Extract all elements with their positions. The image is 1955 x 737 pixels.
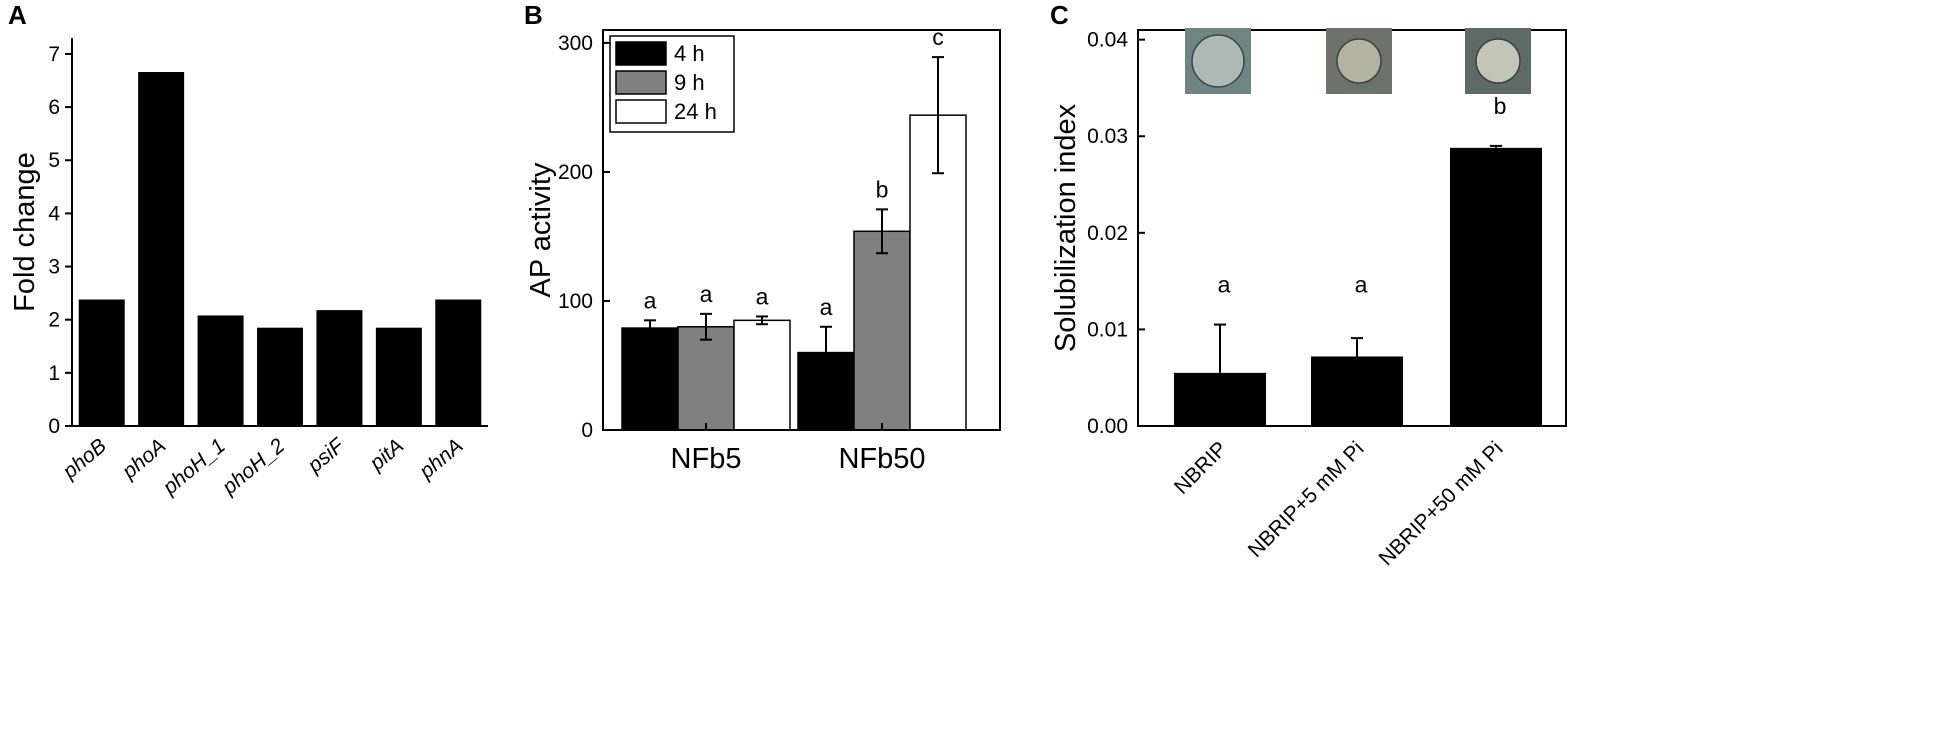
plate-colony-halo (1475, 38, 1521, 84)
y-tick-label: 0.04 (1087, 29, 1128, 52)
y-tick-label: 200 (558, 161, 593, 184)
y-tick-label: 0.03 (1087, 125, 1128, 148)
y-tick-label: 0.01 (1087, 318, 1128, 341)
bar-psiF (316, 310, 363, 426)
x-tick-label: phoH_2 (217, 434, 289, 500)
x-tick-label: NBRIP (1170, 437, 1232, 499)
y-tick-label: 0 (48, 415, 60, 438)
y-tick-label: 300 (558, 32, 593, 55)
y-tick-label: 7 (48, 43, 60, 66)
plate-colony-halo (1191, 34, 1245, 88)
significance-letter: c (932, 24, 944, 50)
plot-frame (602, 29, 1001, 431)
y-tick-label: 6 (48, 96, 60, 119)
x-tick-label: NBRIP+50 mM Pi (1375, 437, 1508, 570)
bar-NBRIP50mMPi (1450, 147, 1542, 426)
significance-letter: a (700, 281, 713, 307)
panel-c-letter: C (1050, 0, 1069, 30)
significance-letter: a (820, 294, 833, 320)
plate-photo-image (1465, 28, 1531, 94)
significance-letter: a (1218, 272, 1231, 298)
bar-NFb5-4h (621, 327, 679, 431)
y-tick-label: 0 (581, 419, 593, 442)
y-tick-label: 4 (48, 202, 60, 225)
x-tick-label: pitA (365, 434, 408, 476)
bar-phoH_1 (197, 315, 244, 426)
significance-letter: b (876, 176, 889, 202)
bar-phoH_2 (257, 327, 303, 426)
legend-label: 4 h (674, 41, 705, 66)
bar-NFb50-9h (853, 230, 911, 431)
bar-phoA (138, 72, 185, 426)
panel-c-y-axis-title: Solubilization index (1050, 103, 1082, 352)
legend-label: 9 h (674, 70, 705, 95)
bar-phnA (435, 299, 482, 426)
panel-a-y-axis-title: Fold change (9, 152, 41, 312)
panel-b-legend: 4 h 9 h 24 h (609, 35, 735, 133)
panel-b-bar-chart: B AP activity a a a a b c NFb5 NFb50 0 100 200 300… (524, 0, 1001, 475)
plate-colony-halo (1336, 38, 1382, 84)
y-tick-label: 0.00 (1087, 415, 1128, 438)
plate-photo-image (1185, 28, 1251, 94)
x-tick-label: NFb50 (838, 443, 925, 475)
significance-letter: a (756, 283, 769, 309)
legend-swatch (615, 99, 667, 124)
panel-a-letter: A (8, 0, 27, 30)
bar-NFb5-9h (677, 326, 735, 431)
x-tick-label: NFb5 (671, 443, 742, 475)
panel-c-bar-chart: C Solubilization index a a b NBRIP NBRIP+5 … (1050, 0, 1567, 570)
y-tick-label: 3 (48, 256, 60, 279)
x-tick-label: phoH_1 (158, 434, 230, 500)
bar-NBRIP (1174, 372, 1266, 426)
y-tick-label: 1 (48, 362, 60, 385)
bar-NBRIP5mMPi (1311, 356, 1403, 426)
legend-swatch (615, 41, 667, 66)
x-tick-label: phoB (58, 434, 111, 484)
plate-photo-image (1326, 28, 1392, 94)
x-tick-label: phnA (414, 434, 467, 484)
significance-letter: a (1355, 272, 1368, 298)
bar-NFb5-24h (733, 319, 791, 431)
y-tick-label: 100 (558, 290, 593, 313)
x-tick-label: NBRIP+5 mM Pi (1244, 437, 1369, 562)
x-tick-label: phoA (117, 434, 170, 484)
significance-letter: b (1494, 93, 1507, 119)
y-tick-label: 0.02 (1087, 222, 1128, 245)
panel-b-y-axis-title: AP activity (525, 162, 557, 297)
bar-phoB (78, 299, 125, 426)
y-tick-label: 5 (48, 149, 60, 172)
x-tick-label: psiF (303, 433, 350, 478)
y-tick-label: 2 (48, 309, 60, 332)
panel-b-letter: B (524, 0, 543, 30)
bar-pitA (375, 327, 422, 426)
significance-letter: a (644, 287, 657, 313)
legend-swatch (615, 70, 667, 95)
legend-label: 24 h (674, 99, 717, 124)
